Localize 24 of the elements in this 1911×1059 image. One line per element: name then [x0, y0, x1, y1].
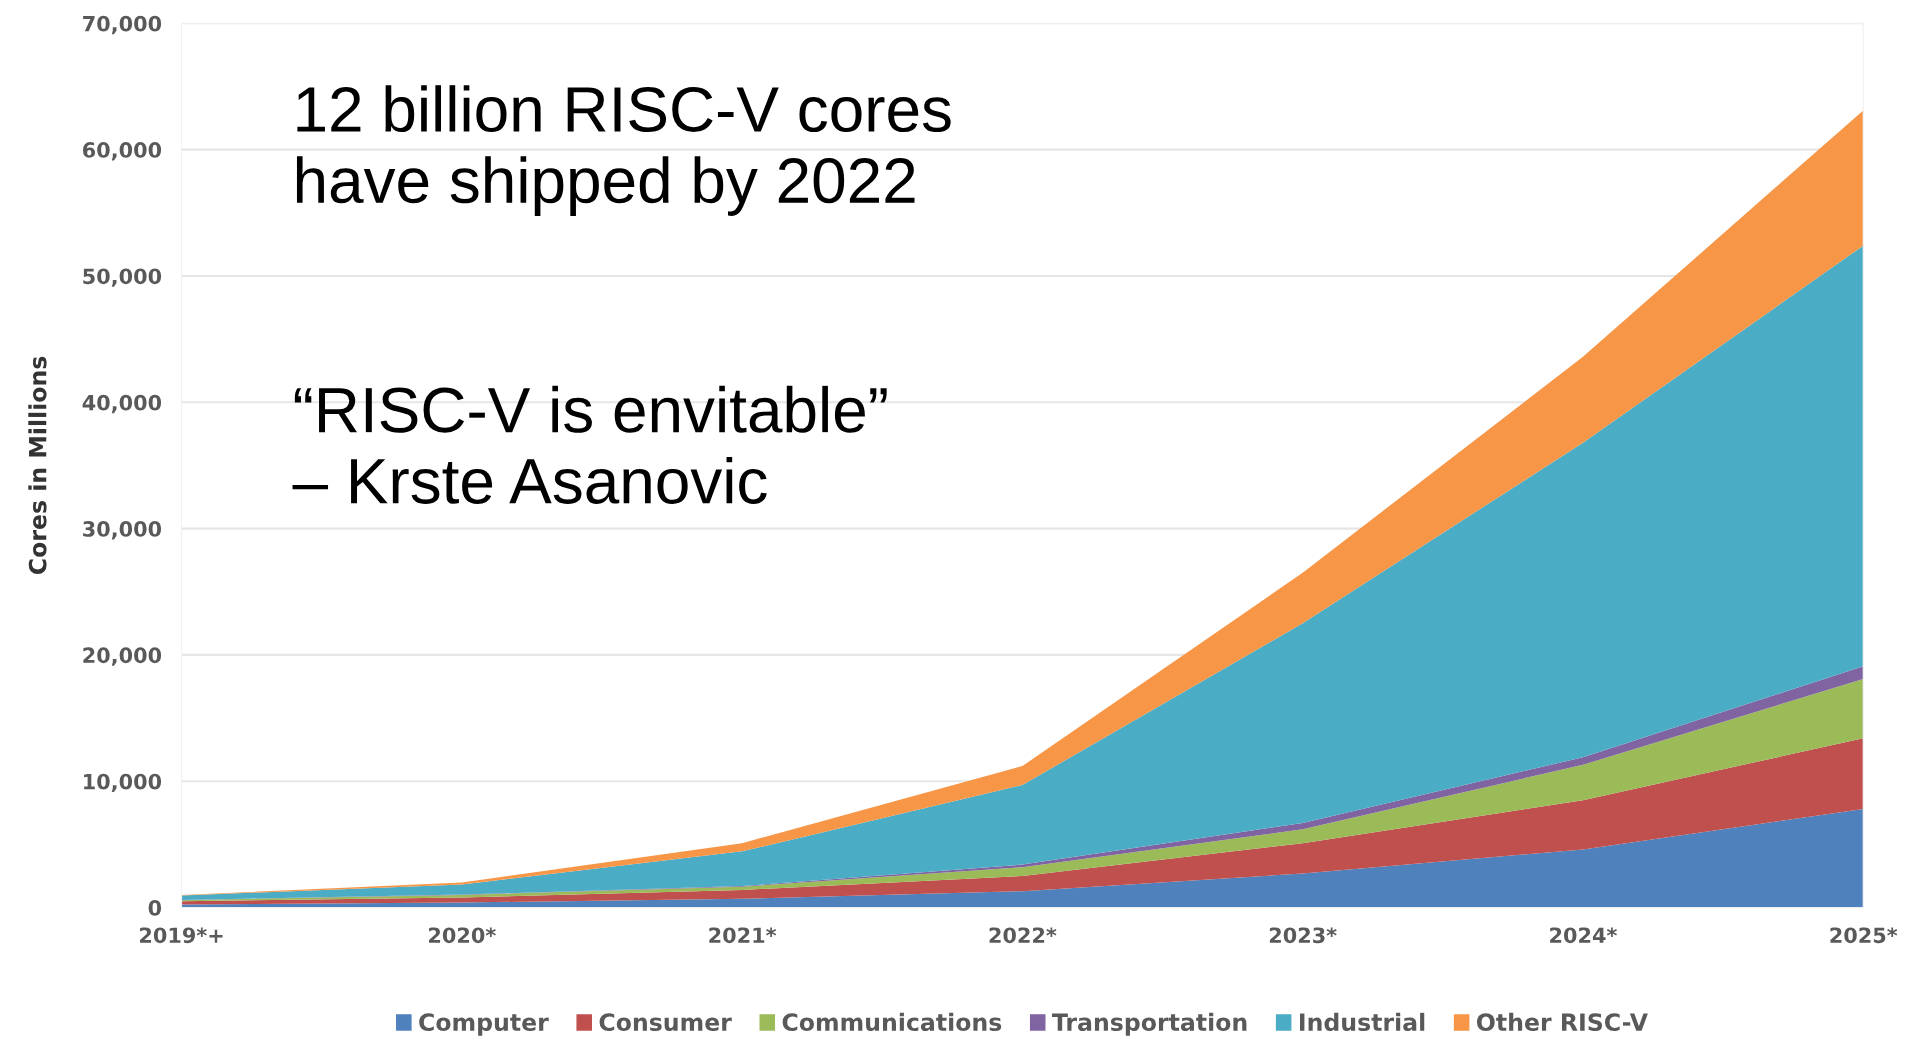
y-tick-label: 70,000 — [83, 15, 162, 35]
x-tick-label: 2023* — [1269, 927, 1337, 944]
legend-label: Consumer — [599, 1013, 732, 1032]
y-axis-title: Cores in Millions — [28, 356, 47, 575]
legend-label: Industrial — [1299, 1012, 1425, 1032]
y-tick-label: 40,000 — [82, 394, 162, 414]
y-tick-label: 0 — [148, 900, 162, 916]
x-tick-label: 2021* — [709, 927, 777, 944]
y-tick-label: 30,000 — [83, 521, 162, 540]
y-tick-label: 60,000 — [83, 142, 162, 161]
legend-label: Computer — [419, 1013, 549, 1036]
legend-label: Other RISC-V — [1476, 1012, 1648, 1032]
y-tick-label: 10,000 — [84, 773, 162, 793]
x-tick-label: 2022* — [989, 927, 1057, 944]
legend-label: Communications — [782, 1012, 1002, 1032]
legend-label: Transportation — [1052, 1012, 1247, 1036]
x-tick-label: 2019*+ — [140, 927, 223, 944]
x-tick-label: 2020* — [429, 927, 496, 944]
annotation: 12 billion RISC-V cores have shipped by 2022 — [296, 85, 951, 216]
x-tick-label: 2024* — [1550, 927, 1617, 944]
annotation: “RISC-V is envitable” – Krste Asanovic — [292, 385, 887, 504]
y-tick-label: 50,000 — [83, 268, 162, 287]
y-tick-label: 20,000 — [83, 647, 162, 666]
x-tick-label: 2025* — [1830, 927, 1898, 944]
